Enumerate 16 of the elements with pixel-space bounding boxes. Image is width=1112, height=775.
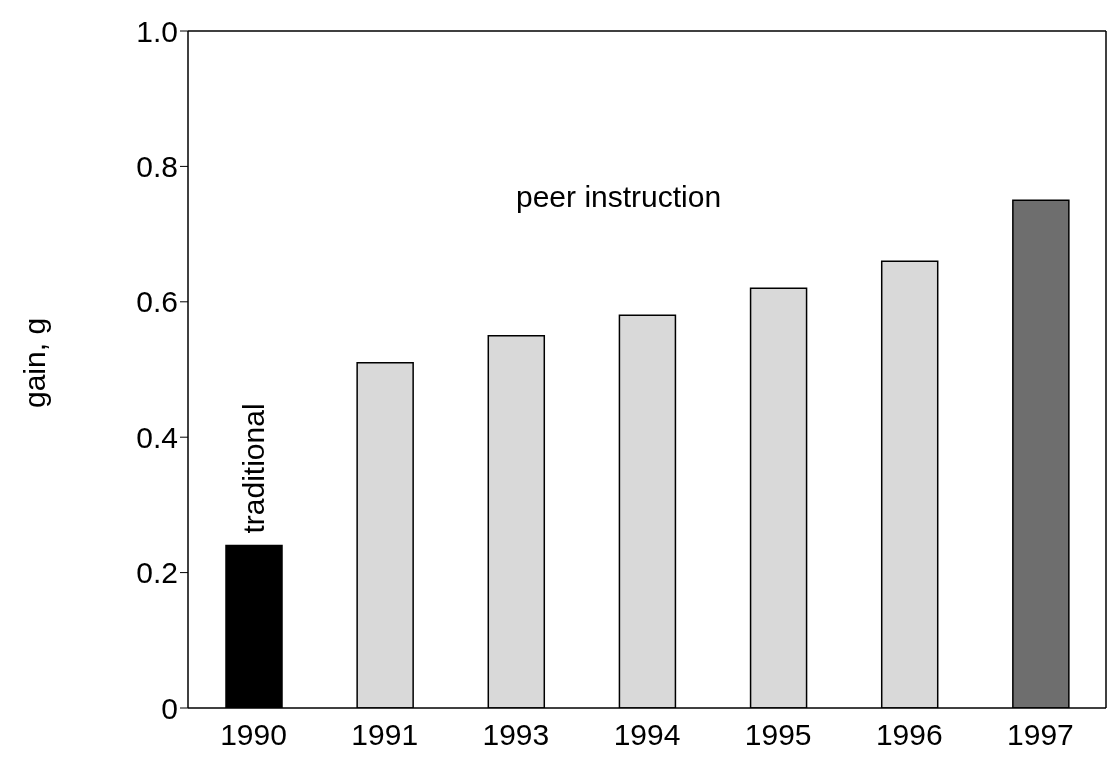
annotation: peer instruction bbox=[516, 180, 722, 214]
y-tick-label: 0.8 bbox=[136, 150, 178, 184]
x-tick-label: 1993 bbox=[482, 718, 550, 752]
annotation: traditional bbox=[236, 403, 270, 534]
y-tick-label: 1.0 bbox=[136, 14, 178, 48]
y-tick-label: 0 bbox=[161, 691, 178, 725]
x-tick-label: 1991 bbox=[351, 718, 419, 752]
y-tick-label: 0.6 bbox=[136, 285, 178, 319]
y-axis-title: gain, g bbox=[18, 317, 52, 408]
x-tick-label: 1996 bbox=[875, 718, 943, 752]
x-tick-label: 1997 bbox=[1007, 718, 1074, 752]
y-tick-label: 0.2 bbox=[136, 556, 178, 590]
x-tick-label: 1990 bbox=[220, 718, 287, 752]
x-tick-label: 1994 bbox=[613, 718, 681, 752]
x-tick-label: 1995 bbox=[744, 718, 812, 752]
y-tick-label: 0.4 bbox=[136, 420, 178, 454]
